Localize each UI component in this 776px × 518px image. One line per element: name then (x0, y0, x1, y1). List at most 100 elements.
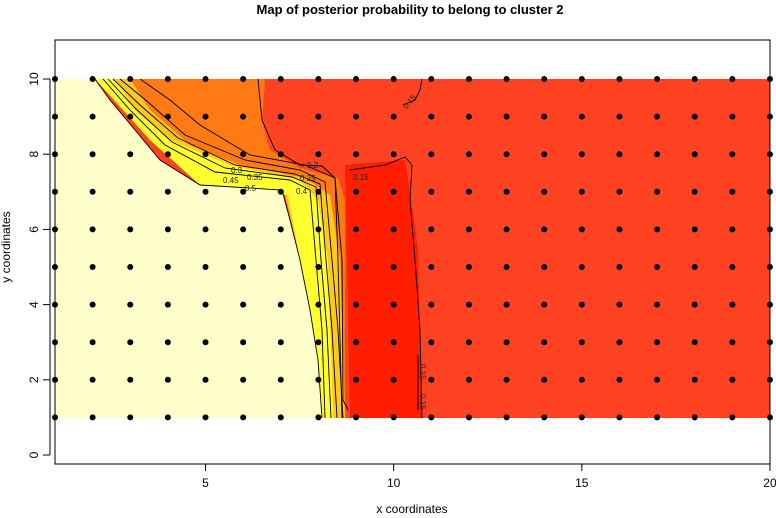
grid-point (503, 76, 510, 82)
grid-point (315, 339, 322, 346)
grid-point (127, 226, 134, 233)
grid-point (277, 151, 284, 158)
grid-point (277, 113, 284, 120)
grid-point (578, 339, 585, 346)
grid-point (729, 76, 736, 82)
grid-point (315, 76, 322, 82)
grid-point (654, 376, 661, 383)
grid-point (578, 188, 585, 195)
grid-point (164, 339, 171, 346)
grid-point (578, 76, 585, 82)
grid-point (616, 264, 623, 270)
grid-point (127, 188, 134, 195)
grid-point (503, 301, 510, 308)
grid-point (353, 188, 360, 195)
grid-point (503, 414, 510, 421)
grid-point (541, 113, 548, 120)
grid-point (691, 339, 698, 346)
grid-point (616, 339, 623, 346)
grid-point (654, 226, 661, 233)
grid-point (89, 301, 96, 308)
grid-point (654, 113, 661, 120)
grid-point (465, 188, 472, 195)
grid-point (503, 151, 510, 158)
contour-label: 0.25 (300, 174, 316, 183)
grid-point (89, 226, 96, 233)
contour-label: 0.15 (418, 394, 427, 410)
grid-point (616, 301, 623, 308)
grid-point (89, 376, 96, 383)
grid-point (691, 264, 698, 270)
contour-label: 0.3 (231, 166, 243, 175)
grid-point (127, 76, 134, 82)
region-orange (110, 79, 345, 418)
grid-point (127, 339, 134, 346)
grid-point (390, 339, 397, 346)
grid-point (503, 113, 510, 120)
grid-point (240, 376, 247, 383)
grid-point (240, 414, 247, 421)
grid-point (277, 76, 284, 82)
grid-point (503, 226, 510, 233)
grid-point (202, 76, 209, 82)
grid-point (616, 226, 623, 233)
grid-point (691, 188, 698, 195)
contour-label: 0.15 (418, 364, 427, 380)
grid-point (616, 113, 623, 120)
grid-point (465, 113, 472, 120)
grid-point (503, 376, 510, 383)
grid-point (428, 301, 435, 308)
grid-point (353, 376, 360, 383)
grid-point (578, 113, 585, 120)
grid-point (202, 376, 209, 383)
grid-point (277, 376, 284, 383)
grid-point (89, 151, 96, 158)
x-tick-label: 20 (763, 476, 776, 490)
grid-point (164, 376, 171, 383)
grid-point (616, 188, 623, 195)
grid-point (202, 301, 209, 308)
grid-point (315, 226, 322, 233)
grid-point (315, 414, 322, 421)
grid-point (315, 113, 322, 120)
grid-point (240, 339, 247, 346)
grid-point (691, 151, 698, 158)
grid-point (202, 226, 209, 233)
grid-point (465, 376, 472, 383)
grid-point (541, 188, 548, 195)
grid-point (503, 339, 510, 346)
grid-point (465, 76, 472, 82)
grid-point (541, 376, 548, 383)
grid-point (616, 76, 623, 82)
grid-point (164, 226, 171, 233)
grid-point (240, 301, 247, 308)
grid-point (729, 264, 736, 270)
grid-point (390, 376, 397, 383)
grid-point (353, 301, 360, 308)
grid-point (353, 264, 360, 270)
grid-point (654, 76, 661, 82)
grid-point (691, 376, 698, 383)
grid-point (654, 264, 661, 270)
y-axis: 0 2 4 6 8 10 (27, 72, 51, 458)
contour-label: 0.2 (307, 161, 319, 170)
grid-point (240, 264, 247, 270)
grid-point (277, 414, 284, 421)
grid-point (465, 226, 472, 233)
grid-point (353, 76, 360, 82)
grid-point (89, 113, 96, 120)
grid-point (164, 414, 171, 421)
grid-point (691, 113, 698, 120)
contour-label: 0.45 (223, 176, 239, 185)
grid-point (390, 226, 397, 233)
grid-point (202, 113, 209, 120)
grid-point (465, 151, 472, 158)
grid-point (729, 226, 736, 233)
grid-point (164, 113, 171, 120)
grid-point (616, 414, 623, 421)
y-axis-label: y coordinates (0, 211, 13, 282)
grid-point (541, 414, 548, 421)
grid-point (654, 188, 661, 195)
y-tick-label: 4 (27, 301, 41, 308)
y-tick-label: 6 (27, 226, 41, 233)
